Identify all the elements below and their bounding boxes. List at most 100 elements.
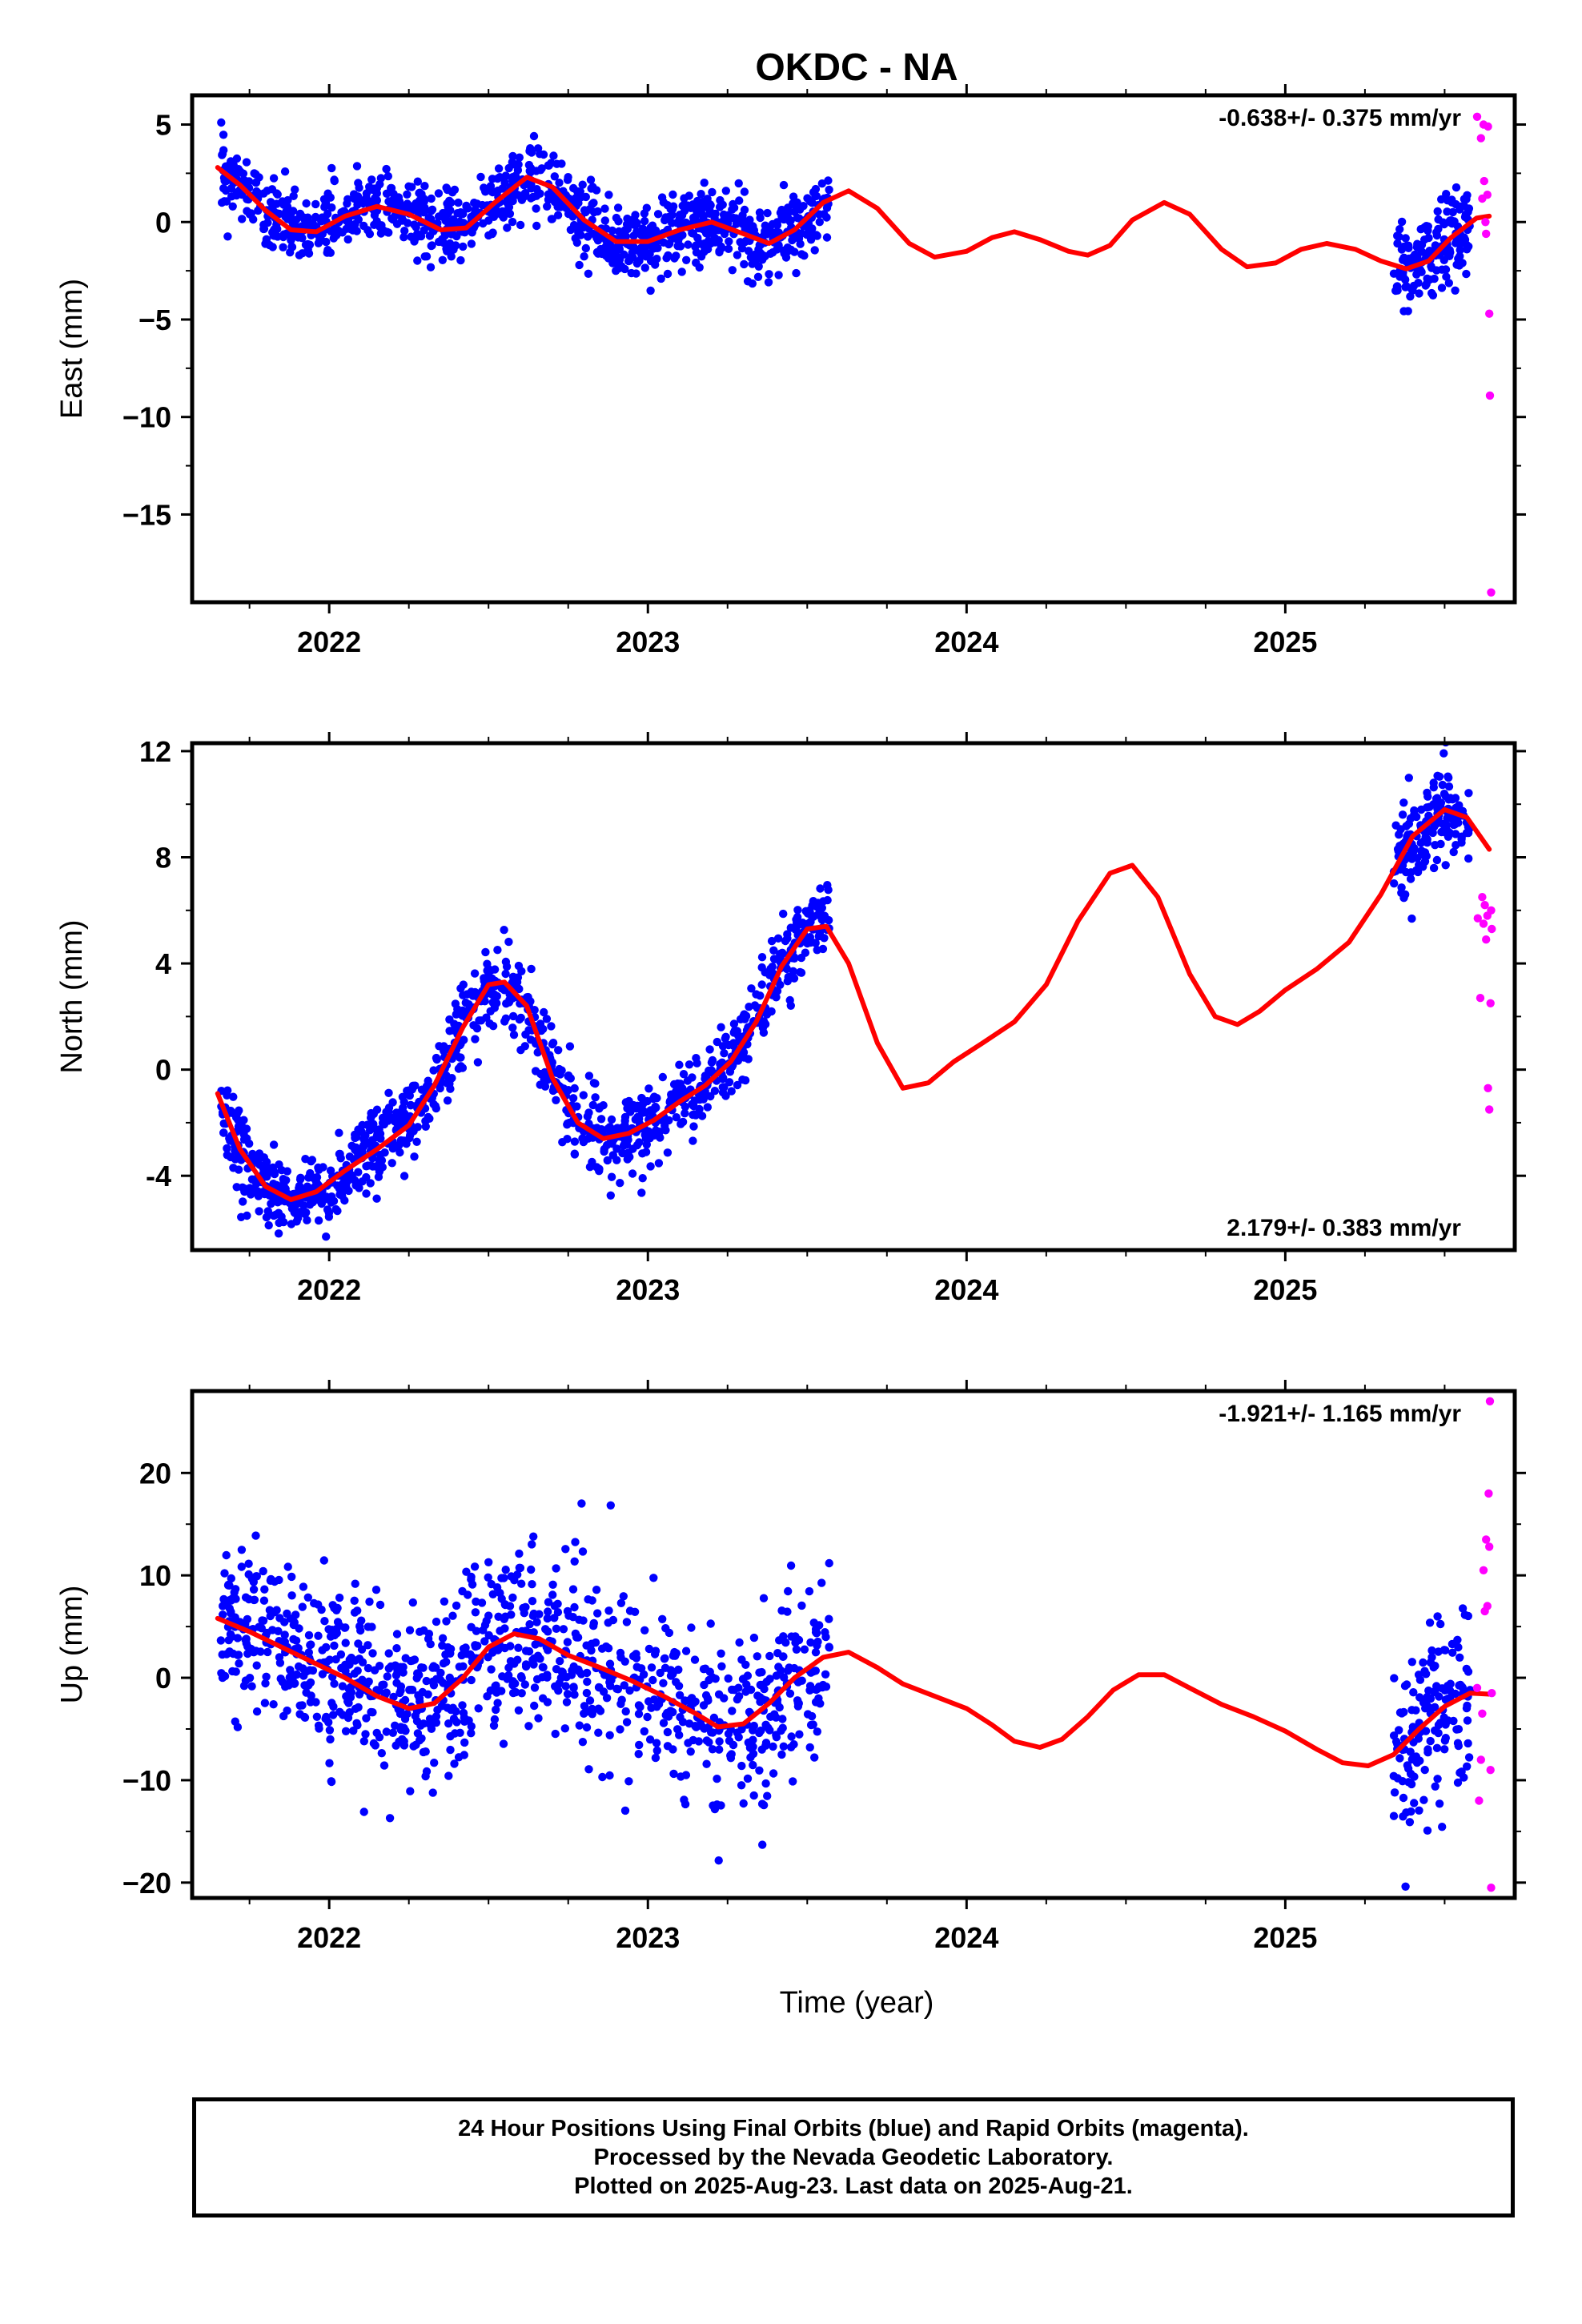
- final-point: [801, 948, 810, 957]
- final-point: [583, 1677, 592, 1687]
- final-point: [672, 251, 681, 260]
- final-point: [627, 268, 636, 278]
- final-point: [607, 1115, 616, 1124]
- final-point: [219, 184, 228, 193]
- final-point: [705, 1045, 714, 1054]
- final-point: [219, 1610, 227, 1619]
- final-point: [1427, 1646, 1436, 1655]
- final-point: [396, 1148, 404, 1157]
- final-point: [578, 1547, 588, 1556]
- final-point: [769, 946, 778, 955]
- final-point: [729, 1740, 738, 1750]
- final-point: [1426, 1736, 1435, 1746]
- final-point: [1462, 269, 1471, 279]
- final-point: [374, 1172, 383, 1181]
- final-point: [363, 226, 372, 235]
- final-point: [438, 255, 447, 264]
- final-point: [749, 227, 758, 235]
- final-point: [570, 1084, 579, 1093]
- final-point: [814, 210, 824, 219]
- final-point: [616, 1725, 624, 1734]
- rapid-point: [1476, 1755, 1486, 1764]
- final-point: [244, 1570, 253, 1579]
- final-point: [422, 1767, 432, 1776]
- final-point: [770, 1710, 779, 1719]
- final-point: [452, 1601, 461, 1610]
- final-point: [715, 1737, 724, 1746]
- final-point: [1407, 1755, 1417, 1764]
- final-point: [330, 1603, 339, 1613]
- final-point: [809, 187, 818, 197]
- final-point: [530, 1683, 540, 1692]
- final-point: [343, 199, 351, 208]
- final-point: [605, 1771, 614, 1780]
- final-point: [273, 190, 282, 199]
- final-point: [222, 1550, 231, 1560]
- final-point: [619, 1592, 628, 1601]
- final-point: [493, 174, 502, 183]
- final-point: [413, 1729, 423, 1738]
- final-point: [584, 269, 593, 278]
- final-point: [467, 239, 476, 248]
- final-point: [806, 1638, 815, 1647]
- final-point: [303, 213, 312, 222]
- final-point: [1439, 1646, 1449, 1655]
- final-point: [534, 1714, 543, 1723]
- final-point: [544, 161, 552, 170]
- final-point: [1391, 1737, 1401, 1746]
- final-point: [432, 1104, 440, 1113]
- final-point: [1430, 274, 1439, 283]
- final-point: [448, 1611, 457, 1620]
- final-point: [634, 1710, 644, 1719]
- final-point: [1444, 782, 1454, 791]
- final-point: [472, 1597, 480, 1606]
- final-point: [516, 1046, 525, 1055]
- final-point: [816, 1699, 825, 1708]
- final-point: [227, 1596, 235, 1605]
- final-point: [777, 1666, 785, 1675]
- final-point: [363, 1120, 371, 1129]
- final-point: [1460, 235, 1470, 244]
- final-point: [432, 1617, 441, 1626]
- final-point: [464, 1000, 473, 1009]
- final-point: [593, 207, 602, 216]
- final-point: [618, 1123, 627, 1132]
- final-point: [327, 163, 336, 173]
- final-point: [793, 906, 802, 915]
- final-point: [777, 212, 786, 221]
- final-point: [1406, 1747, 1415, 1756]
- final-point: [1452, 239, 1460, 247]
- final-point: [744, 1055, 753, 1063]
- final-point: [229, 1164, 238, 1172]
- final-point: [598, 1772, 607, 1782]
- final-point: [314, 1600, 323, 1609]
- final-point: [398, 215, 408, 224]
- final-point: [467, 1622, 476, 1632]
- final-point: [227, 1106, 235, 1116]
- final-point: [544, 1598, 553, 1606]
- final-point: [323, 248, 331, 257]
- final-point: [455, 1663, 464, 1671]
- final-point: [788, 235, 797, 245]
- final-point: [570, 1149, 579, 1158]
- final-point: [1423, 803, 1431, 812]
- final-point: [400, 227, 409, 235]
- final-point: [303, 1681, 312, 1690]
- final-point: [427, 194, 436, 203]
- final-point: [737, 1725, 746, 1734]
- final-point: [661, 213, 670, 222]
- final-point: [649, 1695, 659, 1704]
- final-point: [295, 1175, 305, 1184]
- final-point: [1393, 231, 1402, 240]
- final-point: [344, 222, 353, 231]
- final-point: [754, 262, 763, 271]
- final-point: [1415, 860, 1423, 870]
- final-point: [420, 226, 428, 235]
- final-point: [622, 1718, 632, 1727]
- final-point: [692, 1054, 701, 1063]
- final-point: [1463, 1716, 1472, 1725]
- final-point: [532, 1618, 541, 1626]
- final-point: [632, 259, 642, 268]
- final-point: [283, 1562, 292, 1571]
- final-point: [367, 1707, 375, 1717]
